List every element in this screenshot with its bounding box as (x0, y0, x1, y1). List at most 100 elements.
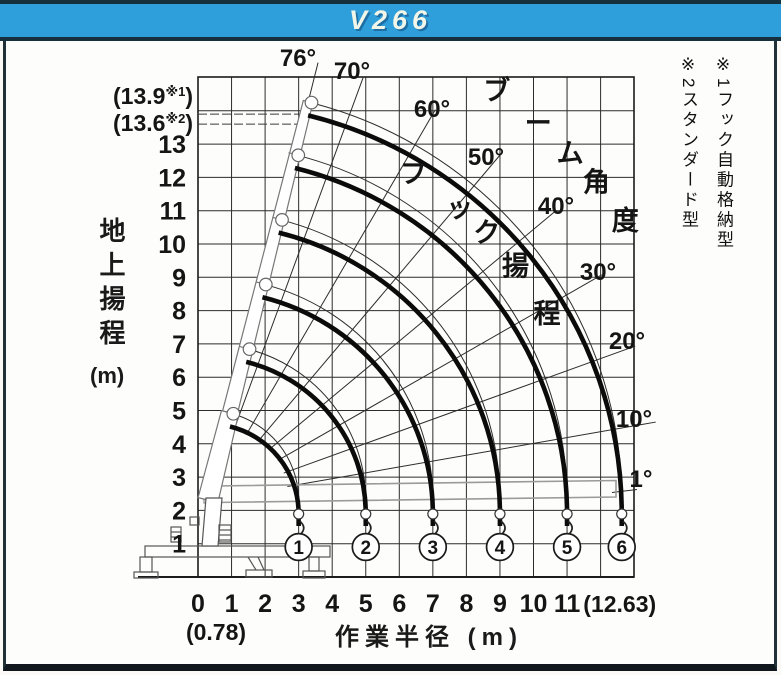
svg-text:度: 度 (612, 205, 639, 236)
y-axis-title: 地上揚程 (96, 217, 126, 353)
chart-grid (138, 76, 635, 578)
svg-text:ッ: ッ (446, 193, 473, 223)
footnote-1: ※1フック自動格納型 (714, 55, 733, 251)
svg-text:5: 5 (359, 590, 373, 618)
stage-number: 5 (562, 538, 573, 559)
svg-text:2: 2 (258, 590, 272, 618)
svg-text:12: 12 (158, 164, 186, 192)
x-axis-title: 作業半径 (m) (335, 624, 523, 651)
boom-sheave-icon (304, 95, 319, 110)
stage-markers: 1 2 3 4 5 6 (284, 532, 636, 562)
footnote-2: ※2スタンダード型 (679, 55, 698, 231)
boom-sheave-icon (226, 406, 241, 421)
svg-text:ー: ー (525, 108, 552, 138)
svg-text:9: 9 (172, 264, 186, 292)
stage-circle (552, 532, 582, 562)
stage-number: 3 (428, 538, 439, 559)
stage-number: 2 (360, 538, 371, 559)
stage-circle (418, 532, 448, 562)
svg-text:70°: 70° (334, 58, 370, 85)
svg-text:76°: 76° (280, 45, 316, 72)
svg-text:0: 0 (191, 590, 205, 618)
hook-icons (293, 508, 628, 537)
hook-sheave-icon (616, 508, 628, 520)
svg-text:7: 7 (426, 590, 440, 618)
hook-sheave-icon (427, 508, 439, 520)
hook-sheave-icon (494, 508, 506, 520)
truck-illustration (133, 497, 331, 579)
svg-text:4: 4 (172, 431, 186, 459)
model-title: V266 (348, 5, 433, 35)
svg-text:11: 11 (160, 198, 187, 226)
stage-arc (261, 295, 436, 527)
svg-text:角: 角 (583, 167, 610, 198)
svg-text:4: 4 (325, 590, 339, 618)
svg-text:50°: 50° (468, 144, 504, 171)
svg-text:8: 8 (459, 590, 473, 618)
stage-circle (607, 532, 636, 562)
svg-text:10: 10 (520, 590, 548, 618)
svg-text:5: 5 (172, 398, 186, 426)
svg-text:40°: 40° (538, 193, 574, 220)
stage-circle (351, 532, 381, 562)
svg-text:1: 1 (225, 590, 239, 618)
max-height-label: (13.6※2) (113, 110, 193, 136)
svg-text:2: 2 (172, 497, 186, 525)
svg-text:ブ: ブ (483, 75, 510, 106)
svg-text:ク: ク (473, 218, 500, 248)
stage-number: 1 (293, 538, 304, 559)
svg-text:フ: フ (400, 159, 427, 189)
svg-text:10: 10 (158, 231, 186, 259)
svg-text:3: 3 (292, 590, 306, 618)
svg-text:(12.63): (12.63) (583, 591, 656, 617)
stage-arc (294, 165, 570, 527)
max-height-label: (13.9※1) (113, 83, 193, 109)
svg-text:11: 11 (554, 590, 581, 618)
boom-sheave-icon (242, 342, 257, 357)
stage-arc (229, 424, 301, 527)
svg-text:60°: 60° (414, 96, 450, 123)
hook-sheave-icon (561, 508, 573, 520)
svg-text:6: 6 (392, 590, 406, 618)
hook-sheave-icon (360, 508, 372, 520)
svg-text:3: 3 (172, 464, 186, 492)
stage-arc (245, 359, 369, 527)
svg-text:6: 6 (172, 364, 186, 392)
boom-tip-arcs (229, 101, 622, 498)
svg-text:1: 1 (172, 531, 186, 559)
y-axis-unit: (m) (90, 363, 125, 388)
min-radius-label: (0.78) (186, 619, 246, 645)
boom-sheave-icon (291, 148, 306, 163)
stage-number: 4 (495, 538, 506, 559)
stage-circle (485, 532, 515, 562)
x-tick-labels: 0 1 2 3 4 5 6 7 8 9 10 11 (12.63) (0.78) (186, 590, 656, 645)
hook-sheave-icon (293, 508, 305, 520)
svg-text:程: 程 (533, 299, 560, 329)
svg-text:7: 7 (172, 331, 186, 359)
stage-circle (284, 532, 313, 562)
stage-arc (307, 113, 625, 527)
stage-number: 6 (616, 538, 627, 559)
boom-at-1deg-illustration (203, 479, 617, 504)
svg-text:8: 8 (172, 298, 186, 326)
boom-angle-labels: 76° 70° 60° 50° 40° 30° 20° 10° 1° (280, 45, 653, 493)
stage-arc (278, 230, 503, 527)
svg-text:13: 13 (158, 131, 186, 159)
svg-text:揚: 揚 (502, 251, 529, 281)
svg-text:9: 9 (493, 590, 507, 618)
footnotes: ※1フック自動格納型 ※2スタンダード型 (666, 55, 736, 375)
hook-path-arcs (229, 113, 625, 527)
boom-sheave-icon (275, 212, 289, 227)
svg-text:1°: 1° (630, 466, 653, 493)
svg-text:10°: 10° (616, 406, 652, 433)
boom-sheave-icon (258, 277, 273, 292)
boom-at-76deg-illustration (197, 95, 319, 504)
svg-text:ム: ム (557, 138, 584, 168)
svg-text:30°: 30° (580, 259, 616, 286)
svg-text:20°: 20° (609, 328, 645, 355)
model-header-bar: V266 (0, 0, 781, 41)
